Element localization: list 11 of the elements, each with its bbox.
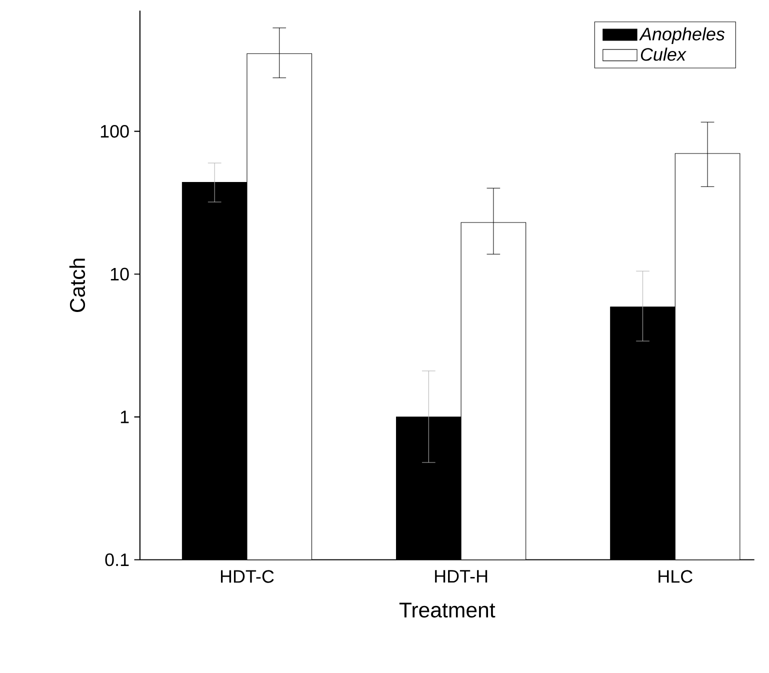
y-tick-label: 100	[100, 124, 129, 138]
legend-label: Anopheles	[639, 27, 725, 44]
y-axis-title: Catch	[69, 258, 86, 312]
y-tick-label: 0.1	[105, 553, 129, 566]
y-tick-label: 1	[120, 410, 129, 424]
x-axis-title: Treatment	[399, 602, 496, 618]
x-tick-label: HDT-H	[435, 570, 488, 582]
x-tick-label: HDT-C	[220, 570, 274, 583]
legend-label: Culex	[640, 48, 686, 61]
x-tick-label: HLC	[658, 570, 692, 583]
y-tick-label: 10	[110, 268, 129, 280]
